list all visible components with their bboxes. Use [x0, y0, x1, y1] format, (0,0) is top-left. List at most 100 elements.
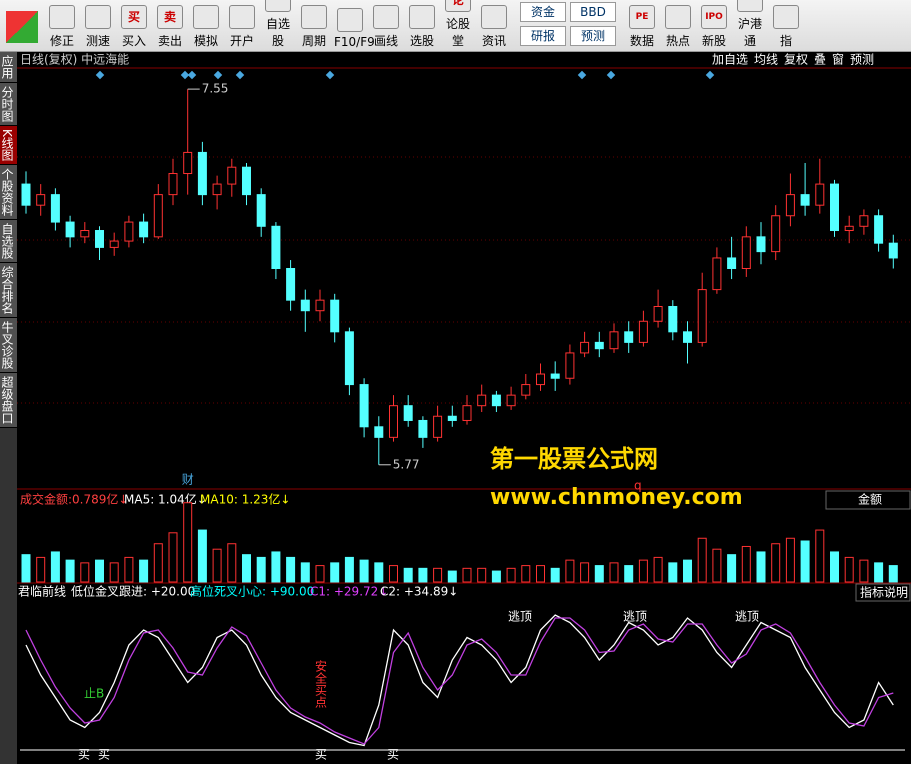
toolbar-label[interactable]: 自选股 — [265, 17, 290, 48]
toolbar-label[interactable]: 沪港通 — [737, 17, 762, 48]
volume-bar — [741, 545, 751, 583]
toolbar-item[interactable]: 模拟 — [190, 5, 222, 49]
vol-button[interactable] — [825, 490, 911, 510]
low-label: 5.77 — [393, 457, 420, 471]
header-button[interactable]: 复权 — [784, 53, 808, 67]
signal-diamond — [180, 70, 190, 80]
toolbar-item[interactable]: 卖卖出 — [154, 5, 186, 49]
candle-body — [153, 194, 163, 238]
toolbar-item[interactable]: 自选股 — [262, 0, 294, 49]
header-button[interactable]: 窗 — [832, 53, 844, 67]
candle-body — [65, 221, 75, 238]
toolbar-icon[interactable] — [737, 0, 763, 12]
signal-diamond — [95, 70, 105, 80]
signal-label: 买 — [315, 748, 327, 762]
toolbar-label[interactable]: 修正 — [49, 34, 74, 48]
toolbar-icon[interactable] — [337, 8, 363, 32]
toolbar-icon[interactable] — [665, 5, 691, 29]
volume-bar — [153, 543, 163, 583]
candle-body — [256, 194, 266, 227]
candle-body — [756, 236, 766, 253]
toolbar-item[interactable]: 指 — [770, 5, 802, 49]
toolbar-button[interactable]: 资金 — [520, 2, 566, 22]
q-marker: q — [634, 479, 642, 493]
toolbar-icon[interactable]: PE — [629, 5, 655, 29]
toolbar-item[interactable]: F10/F9 — [334, 8, 375, 49]
toolbar-icon[interactable] — [481, 5, 507, 29]
toolbar-label[interactable]: F10/F9 — [334, 35, 375, 49]
toolbar-label[interactable]: 画线 — [373, 34, 398, 48]
toolbar-icon[interactable] — [773, 5, 799, 29]
toolbar-label[interactable]: 开户 — [229, 34, 254, 48]
side-tab[interactable]: 分时图 — [0, 83, 17, 126]
logo — [6, 11, 38, 43]
toolbar-icon[interactable]: 买 — [121, 5, 147, 29]
header-button[interactable]: 叠 — [814, 53, 826, 67]
toolbar-label[interactable]: 买入 — [121, 34, 146, 48]
header-button[interactable]: 均线 — [754, 53, 778, 67]
toolbar-button[interactable]: 研报 — [520, 26, 566, 46]
toolbar-item[interactable]: 开户 — [226, 5, 258, 49]
toolbar-icon[interactable]: 卖 — [157, 5, 183, 29]
toolbar-item[interactable]: 画线 — [370, 5, 402, 49]
vol-title: 成交金额: — [20, 492, 72, 507]
toolbar-icon[interactable]: 论 — [445, 0, 471, 12]
toolbar-item[interactable]: 选股 — [406, 5, 438, 49]
toolbar-label[interactable]: 新股 — [701, 34, 726, 48]
toolbar-label[interactable]: 模拟 — [193, 34, 218, 48]
side-tab[interactable]: 综合排名 — [0, 262, 17, 318]
vol-button-label[interactable]: 金额 — [858, 492, 882, 507]
volume-bar — [491, 570, 501, 583]
vol-ma5: MA5: 1.04亿↓ — [124, 492, 207, 507]
toolbar-button[interactable]: 预测 — [570, 26, 616, 46]
ind-button-label[interactable]: 指标说明 — [860, 585, 908, 600]
toolbar-label[interactable]: 选股 — [409, 34, 434, 48]
toolbar-icon[interactable] — [373, 5, 399, 29]
toolbar-label[interactable]: 测速 — [85, 34, 110, 48]
toolbar-icon[interactable]: IPO — [701, 5, 727, 29]
toolbar-icon[interactable] — [49, 5, 75, 29]
toolbar-item[interactable]: 买买入 — [118, 5, 150, 49]
volume-bar — [65, 559, 75, 583]
toolbar-label[interactable]: 卖出 — [157, 34, 182, 48]
toolbar-icon[interactable] — [229, 5, 255, 29]
side-tab[interactable]: 牛叉诊股 — [0, 317, 17, 373]
volume-bar — [95, 559, 104, 583]
toolbar-label[interactable]: 指 — [779, 34, 792, 48]
header-button[interactable]: 预测 — [850, 53, 874, 67]
side-tab[interactable]: 自选股 — [0, 219, 17, 263]
toolbar-item[interactable]: 测速 — [82, 5, 114, 49]
toolbar-label[interactable]: 论股堂 — [445, 17, 470, 48]
toolbar-icon[interactable] — [409, 5, 435, 29]
toolbar-label[interactable]: 资讯 — [481, 34, 506, 48]
toolbar-item[interactable]: IPO 新股 — [698, 5, 730, 49]
toolbar-label[interactable]: 热点 — [665, 34, 690, 48]
volume-bar — [874, 562, 884, 583]
toolbar-item[interactable]: 修正 — [46, 5, 78, 49]
toolbar-item[interactable]: 沪港通 — [734, 0, 766, 49]
toolbar-item[interactable]: PE 数据 — [626, 5, 658, 49]
toolbar-item[interactable]: 热点 — [662, 5, 694, 49]
toolbar-item[interactable]: 周期 — [298, 5, 330, 49]
header-button[interactable]: 加自选 — [712, 53, 748, 67]
toolbar-label[interactable]: 周期 — [301, 34, 326, 48]
toolbar-button[interactable]: BBD — [570, 2, 616, 22]
toolbar-label[interactable]: 数据 — [629, 34, 654, 48]
candle-body — [536, 373, 545, 386]
toolbar-icon[interactable] — [301, 5, 327, 29]
volume-bar — [536, 565, 545, 583]
candle-body — [771, 215, 781, 253]
toolbar-icon[interactable] — [265, 0, 291, 12]
volume-bar — [344, 556, 354, 583]
side-tab[interactable]: K线图 — [0, 126, 17, 165]
toolbar-item[interactable]: 资讯 — [478, 5, 510, 49]
toolbar-item[interactable]: 论论股堂 — [442, 0, 474, 49]
volume-bar — [668, 562, 678, 583]
side-tab[interactable]: 超级盘口 — [0, 372, 17, 428]
toolbar-icon[interactable] — [193, 5, 219, 29]
ind-button[interactable] — [855, 583, 911, 602]
candle-body — [550, 373, 560, 379]
side-tab[interactable]: 应用 — [0, 52, 17, 83]
toolbar-icon[interactable] — [85, 5, 111, 29]
side-tab[interactable]: 个股资料 — [0, 164, 17, 220]
